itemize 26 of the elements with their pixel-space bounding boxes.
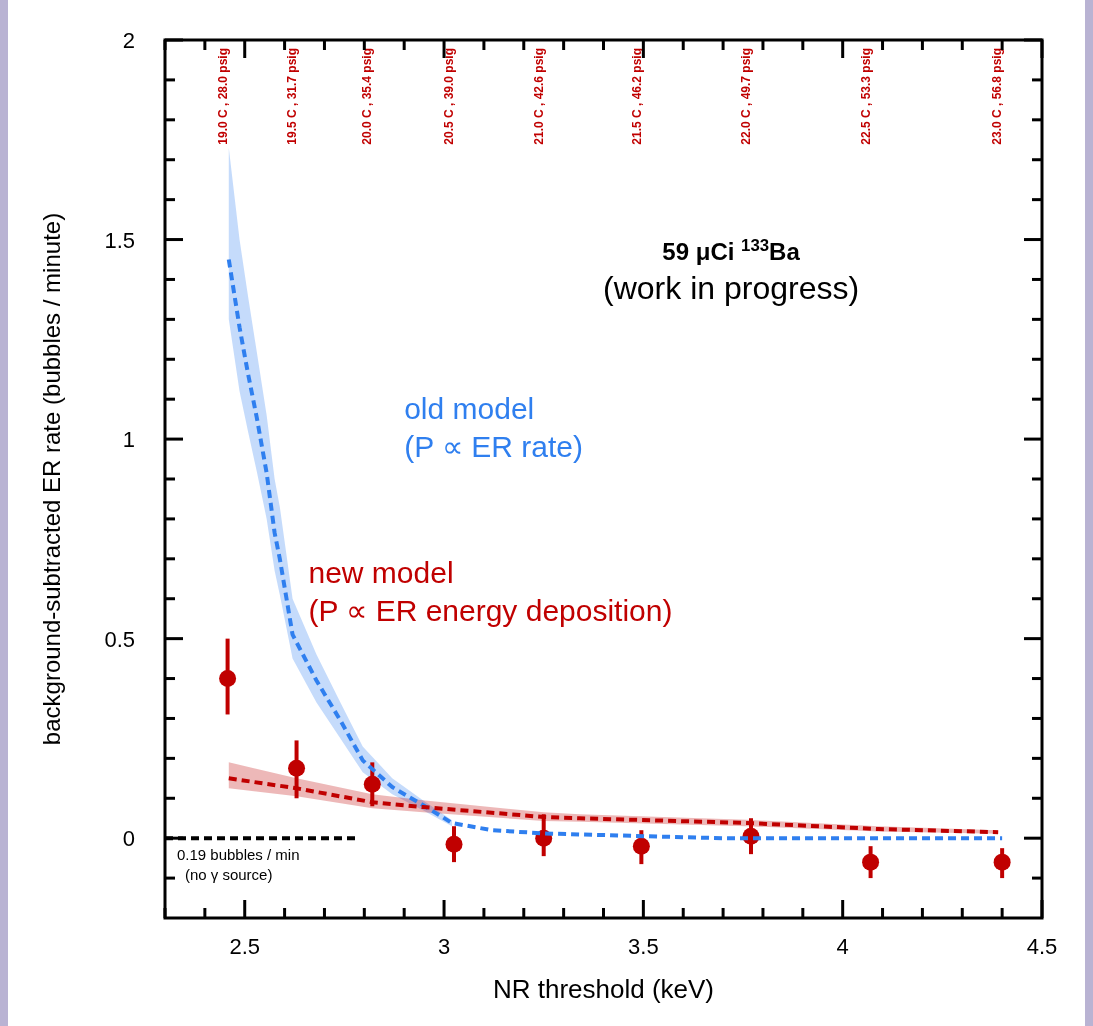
annotation: 20.5 C , 39.0 psig [442,48,457,145]
y-tick-label: 2 [122,28,135,53]
x-tick-label: 4 [836,934,849,959]
annotation: 59 μCi $^{133}$Ba [662,235,801,265]
annotation: 20.0 C , 35.4 psig [360,48,375,145]
annotation: 21.0 C , 42.6 psig [531,48,546,145]
text: new model (P ∝ ER energy deposition) [308,555,673,627]
y-axis-title: background-subtracted ER rate (bubbles / minute) [38,212,65,746]
x-tick-label: 2.5 [229,934,261,959]
x-tick-label: 4.5 [1026,934,1058,959]
annotation: (no γ source) [184,866,273,884]
text: old model (P ∝ ER rate) [404,392,584,464]
annotation: 0.19 bubbles / min [176,846,300,864]
y-tick-label: 0.5 [104,626,135,652]
x-tick-label: 3 [437,934,451,959]
annotation: 22.0 C , 49.7 psig [739,48,754,145]
y-tick-label: 0 [122,826,135,852]
y-tick-label: 1.5 [104,227,135,253]
annotation: (work in progress) [603,270,860,307]
annotation: 23.0 C , 56.8 psig [990,48,1005,145]
annotation: 22.5 C , 53.3 psig [858,48,873,145]
x-axis-title: NR threshold (keV) [492,974,715,1004]
x-tick-label: 3.5 [628,934,659,959]
annotation: 19.5 C , 31.7 psig [284,48,299,145]
y-tick-label: 1 [122,427,135,453]
annotation: 19.0 C , 28.0 psig [215,48,230,145]
